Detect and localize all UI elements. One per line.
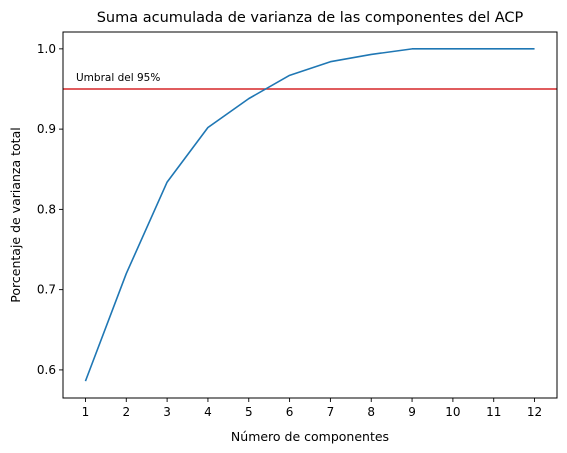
y-tick-label: 0.8 [37, 202, 56, 216]
y-tick-label: 0.9 [37, 122, 56, 136]
threshold-label: Umbral del 95% [76, 72, 160, 84]
y-tick-label: 1.0 [37, 42, 56, 56]
y-axis: 0.6 0.7 0.8 0.9 1.0 [37, 42, 63, 377]
x-axis-label: Número de componentes [231, 429, 389, 444]
chart-title: Suma acumulada de varianza de las compon… [97, 10, 524, 26]
x-tick-label: 7 [327, 405, 335, 419]
x-tick-label: 3 [163, 405, 171, 419]
axes-frame [62, 31, 558, 399]
x-tick-label: 4 [204, 405, 212, 419]
x-tick-label: 6 [286, 405, 294, 419]
x-tick-label: 11 [486, 405, 501, 419]
x-tick-label: 9 [408, 405, 416, 419]
plot-area: Umbral del 95% [63, 48, 557, 382]
x-axis: 1 2 3 4 5 6 7 8 9 10 11 12 [82, 398, 542, 419]
series-line-0 [84, 48, 535, 382]
x-tick-label: 2 [122, 405, 130, 419]
x-tick-label: 5 [245, 405, 253, 419]
y-axis-label: Porcentaje de varianza total [8, 127, 23, 302]
x-tick-label: 1 [82, 405, 90, 419]
x-tick-label: 10 [445, 405, 460, 419]
x-tick-label: 12 [527, 405, 542, 419]
y-tick-label: 0.7 [37, 283, 56, 297]
y-tick-label: 0.6 [37, 363, 56, 377]
x-tick-label: 8 [367, 405, 375, 419]
